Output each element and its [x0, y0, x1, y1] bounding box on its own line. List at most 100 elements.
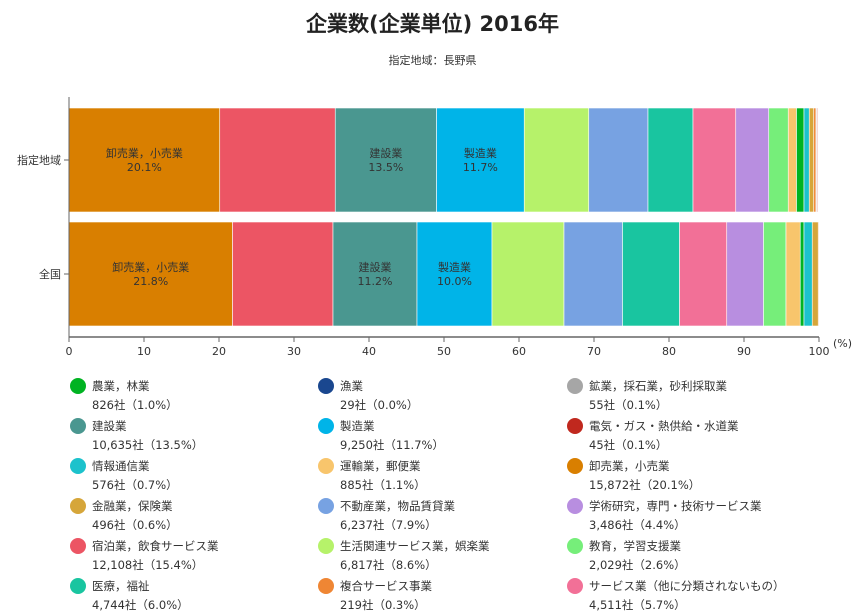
legend-marker-icon	[318, 538, 334, 554]
legend-label: 鉱業，採石業，砂利採取業	[589, 379, 727, 393]
legend-item[interactable]: 卸売業，小売業 15,872社（20.1%）	[567, 456, 807, 496]
legend-label: 情報通信業	[92, 459, 150, 473]
legend-label: 教育，学習支援業	[589, 539, 681, 553]
legend-marker-icon	[318, 578, 334, 594]
bar-segment	[219, 107, 336, 213]
legend-item[interactable]: 宿泊業，飲食サービス業 12,108社（15.4%）	[70, 536, 310, 576]
x-axis-label: (%)	[833, 337, 852, 350]
legend-item[interactable]: 農業，林業 826社（1.0%）	[70, 376, 310, 416]
legend-item[interactable]: 不動産業，物品賃貸業 6,237社（7.9%）	[318, 496, 558, 536]
legend-marker-icon	[318, 418, 334, 434]
bar-segment	[768, 107, 789, 213]
x-tick-label: 90	[737, 345, 751, 358]
legend-value: 45社（0.1%）	[589, 438, 668, 452]
chart-title: 企業数(企業単位) 2016年	[306, 12, 559, 36]
bar-segment	[491, 221, 565, 327]
legend-label: 漁業	[340, 379, 363, 393]
legend-item[interactable]: 鉱業，採石業，砂利採取業 55社（0.1%）	[567, 376, 807, 416]
legend-value: 219社（0.3%）	[340, 598, 426, 612]
legend-item[interactable]: 教育，学習支援業 2,029社（2.6%）	[567, 536, 807, 576]
bar-segment	[436, 107, 525, 213]
bar-segment	[808, 107, 815, 213]
bar-chart: 卸売業，小売業20.1%建設業13.5%製造業11.7%指定地域卸売業，小売業2…	[17, 97, 852, 358]
bar-segment	[563, 221, 623, 327]
bar-segment	[523, 107, 590, 213]
legend-value: 885社（1.1%）	[340, 478, 426, 492]
legend-value: 4,511社（5.7%）	[589, 598, 686, 612]
legend-label: 医療，福祉	[92, 579, 150, 593]
legend-item[interactable]: 製造業 9,250社（11.7%）	[318, 416, 558, 456]
legend-value: 6,237社（7.9%）	[340, 518, 437, 532]
legend-label: 金融業，保険業	[92, 499, 173, 513]
bar-segment	[763, 221, 787, 327]
x-tick-label: 10	[137, 345, 151, 358]
legend-label: 建設業	[92, 419, 127, 433]
data-label-name: 製造業	[438, 260, 471, 274]
data-label-value: 13.5%	[368, 161, 403, 174]
legend-marker-icon	[318, 498, 334, 514]
x-tick-label: 100	[809, 345, 830, 358]
x-tick-label: 30	[287, 345, 301, 358]
legend-marker-icon	[70, 538, 86, 554]
legend-item[interactable]: 情報通信業 576社（0.7%）	[70, 456, 310, 496]
legend-value: 10,635社（13.5%）	[92, 438, 204, 452]
bar-segment	[416, 221, 493, 327]
legend-value: 55社（0.1%）	[589, 398, 668, 412]
data-label-name: 卸売業，小売業	[106, 146, 183, 160]
legend-label: 生活関連サービス業，娯楽業	[340, 539, 490, 553]
legend-item[interactable]: 建設業 10,635社（13.5%）	[70, 416, 310, 456]
legend-marker-icon	[70, 418, 86, 434]
y-tick-label: 全国	[39, 267, 61, 281]
x-tick-label: 60	[512, 345, 526, 358]
legend-marker-icon	[70, 578, 86, 594]
bar-segment	[692, 107, 737, 213]
x-tick-label: 40	[362, 345, 376, 358]
bar-segment	[622, 221, 680, 327]
bar-segment	[68, 221, 233, 327]
data-label-value: 20.1%	[127, 161, 162, 174]
legend-marker-icon	[567, 418, 583, 434]
legend-value: 576社（0.7%）	[92, 478, 178, 492]
legend-value: 3,486社（4.4%）	[589, 518, 686, 532]
x-tick-label: 50	[437, 345, 451, 358]
bar-segment	[332, 221, 418, 327]
bar-segment	[787, 107, 797, 213]
bar-segment	[803, 221, 813, 327]
x-tick-label: 0	[66, 345, 73, 358]
legend-label: 農業，林業	[92, 379, 150, 393]
legend-item[interactable]: 学術研究，専門・技術サービス業 3,486社（4.4%）	[567, 496, 807, 536]
bar-segment	[232, 221, 334, 327]
legend-item[interactable]: 生活関連サービス業，娯楽業 6,817社（8.6%）	[318, 536, 558, 576]
legend-item[interactable]: 金融業，保険業 496社（0.6%）	[70, 496, 310, 536]
bar-segment	[735, 107, 770, 213]
data-label-name: 建設業	[369, 146, 402, 160]
bar-segment	[803, 107, 810, 213]
legend-label: 複合サービス事業	[340, 579, 432, 593]
legend-value: 12,108社（15.4%）	[92, 558, 204, 572]
legend-value: 2,029社（2.6%）	[589, 558, 686, 572]
x-tick-label: 70	[587, 345, 601, 358]
legend-label: 運輸業，郵便業	[340, 459, 421, 473]
bar-segment	[68, 107, 221, 213]
data-label-value: 21.8%	[133, 275, 168, 288]
x-tick-label: 80	[662, 345, 676, 358]
bar-segment	[726, 221, 764, 327]
legend-value: 9,250社（11.7%）	[340, 438, 444, 452]
legend-label: 電気・ガス・熱供給・水道業	[589, 419, 739, 433]
legend-item[interactable]: 漁業 29社（0.0%）	[318, 376, 558, 416]
legend-marker-icon	[567, 498, 583, 514]
y-tick-label: 指定地域	[17, 153, 61, 167]
legend-marker-icon	[70, 498, 86, 514]
legend-marker-icon	[70, 378, 86, 394]
data-label-value: 11.2%	[358, 275, 393, 288]
legend-value: 4,744社（6.0%）	[92, 598, 189, 612]
legend-item[interactable]: 運輸業，郵便業 885社（1.1%）	[318, 456, 558, 496]
legend-item[interactable]: 電気・ガス・熱供給・水道業 45社（0.1%）	[567, 416, 807, 456]
legend-marker-icon	[318, 378, 334, 394]
bar-segment	[785, 221, 801, 327]
legend-item[interactable]: 複合サービス事業 219社（0.3%）	[318, 576, 558, 615]
legend-item[interactable]: 医療，福祉 4,744社（6.0%）	[70, 576, 310, 615]
bar-segment	[647, 107, 694, 213]
legend-item[interactable]: サービス業（他に分類されないもの） 4,511社（5.7%）	[567, 576, 807, 615]
legend-marker-icon	[567, 458, 583, 474]
